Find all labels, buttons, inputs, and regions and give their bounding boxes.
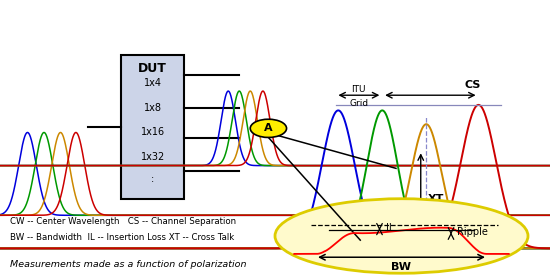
Circle shape xyxy=(250,119,287,137)
Text: BW: BW xyxy=(392,262,411,272)
Text: CS: CS xyxy=(465,80,481,90)
Text: CW -- Center Wavelength   CS -- Channel Separation: CW -- Center Wavelength CS -- Channel Se… xyxy=(10,217,236,226)
Ellipse shape xyxy=(275,199,528,273)
Text: Grid: Grid xyxy=(349,99,368,108)
Text: 1x16: 1x16 xyxy=(141,128,164,137)
Text: ITU: ITU xyxy=(351,85,366,94)
FancyBboxPatch shape xyxy=(121,55,184,199)
Text: 1x4: 1x4 xyxy=(144,78,162,88)
Text: A: A xyxy=(264,123,273,133)
Text: XT: XT xyxy=(427,194,444,205)
Text: 1x32: 1x32 xyxy=(140,152,165,162)
Text: IL: IL xyxy=(386,223,394,233)
Text: BW -- Bandwidth  IL -- Insertion Loss XT -- Cross Talk: BW -- Bandwidth IL -- Insertion Loss XT … xyxy=(10,233,234,242)
Text: Ripple: Ripple xyxy=(456,227,487,237)
Text: :: : xyxy=(151,174,154,184)
Text: Measurements made as a function of polarization: Measurements made as a function of polar… xyxy=(10,260,246,269)
Text: DUT: DUT xyxy=(138,62,167,76)
Text: 1x8: 1x8 xyxy=(144,103,162,113)
Text: CW: CW xyxy=(416,258,437,268)
